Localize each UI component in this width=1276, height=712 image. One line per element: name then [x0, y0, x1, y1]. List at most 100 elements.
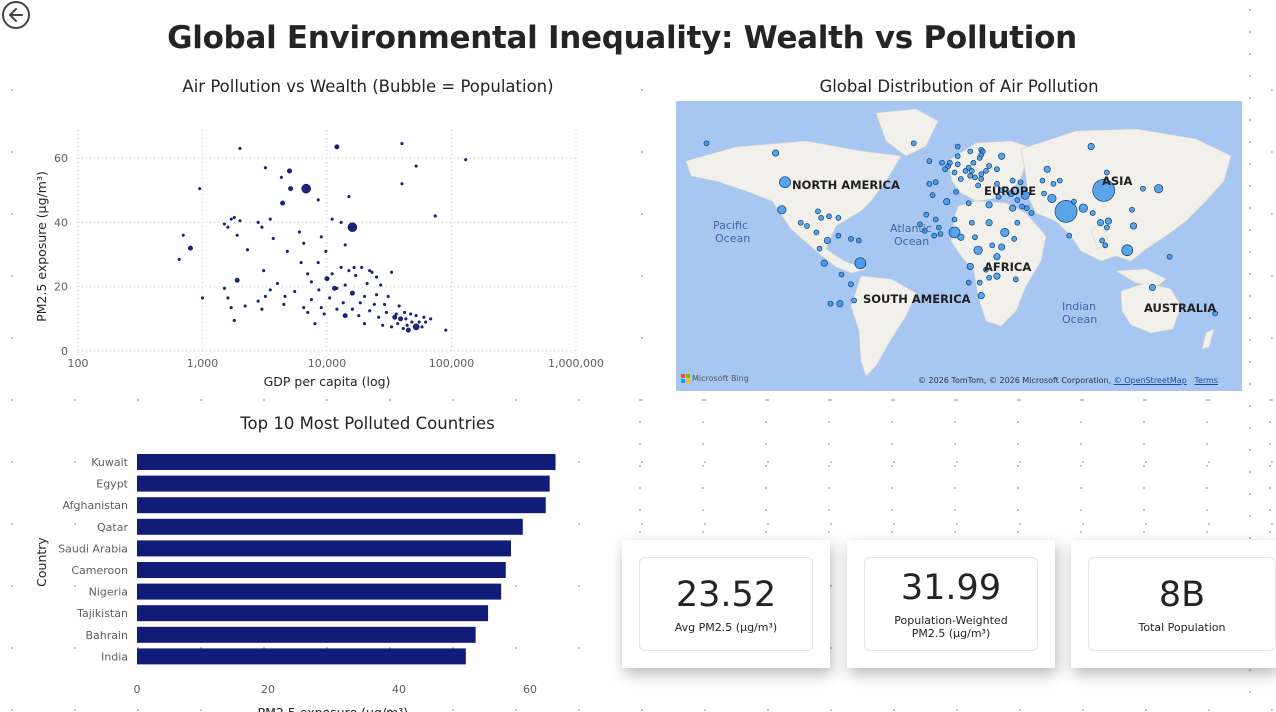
- scatter-point[interactable]: [283, 294, 287, 298]
- scatter-point[interactable]: [368, 309, 372, 313]
- bar[interactable]: [137, 648, 466, 665]
- scatter-point[interactable]: [181, 233, 185, 237]
- scatter-point[interactable]: [309, 297, 314, 302]
- terms-link[interactable]: Terms: [1194, 376, 1218, 385]
- scatter-point[interactable]: [368, 269, 372, 273]
- scatter-point[interactable]: [362, 322, 367, 326]
- scatter-point[interactable]: [374, 275, 379, 279]
- scatter-point[interactable]: [389, 325, 394, 329]
- map-bubble[interactable]: [972, 234, 978, 241]
- map-bubble[interactable]: [968, 168, 975, 174]
- scatter-point[interactable]: [235, 233, 239, 237]
- scatter-point[interactable]: [401, 326, 405, 331]
- map-bubble[interactable]: [972, 174, 978, 181]
- scatter-point[interactable]: [396, 322, 400, 326]
- scatter-point[interactable]: [424, 320, 428, 324]
- scatter-point[interactable]: [317, 288, 321, 292]
- scatter-point[interactable]: [285, 249, 289, 253]
- bar[interactable]: [137, 605, 489, 622]
- scatter-point[interactable]: [402, 310, 407, 315]
- map-bubble[interactable]: [1078, 203, 1088, 213]
- map-bubble[interactable]: [1041, 190, 1047, 197]
- scatter-point[interactable]: [200, 296, 205, 300]
- map-bubble[interactable]: [1099, 237, 1105, 244]
- scatter-point[interactable]: [417, 320, 421, 324]
- map-bubble[interactable]: [977, 292, 985, 300]
- scatter-point[interactable]: [330, 272, 334, 276]
- scatter-point[interactable]: [256, 299, 260, 303]
- map-bubble[interactable]: [855, 237, 862, 244]
- map-bubble[interactable]: [1104, 169, 1110, 176]
- scatter-point[interactable]: [229, 217, 233, 221]
- map-bubble[interactable]: [979, 148, 986, 155]
- scatter-point[interactable]: [316, 198, 320, 202]
- map-bubble[interactable]: [1047, 193, 1057, 203]
- map-bubble[interactable]: [848, 236, 854, 242]
- scatter-point[interactable]: [389, 270, 394, 274]
- scatter-point[interactable]: [354, 273, 358, 278]
- map-bubble[interactable]: [1028, 210, 1035, 216]
- scatter-point[interactable]: [347, 269, 351, 273]
- map-bubble[interactable]: [975, 182, 981, 189]
- scatter-point[interactable]: [360, 265, 364, 269]
- map-bubble[interactable]: [965, 200, 972, 207]
- bar[interactable]: [137, 454, 556, 470]
- scatter-point[interactable]: [263, 166, 267, 170]
- scatter-point[interactable]: [392, 314, 398, 320]
- map-bubble[interactable]: [835, 214, 842, 221]
- scatter-point[interactable]: [409, 312, 413, 316]
- scatter-chart[interactable]: 100 1,000 10,000 100,000 1,000,000 0 20 40 60 GDP…: [0, 100, 640, 400]
- scatter-point[interactable]: [263, 294, 267, 298]
- scatter-point[interactable]: [370, 270, 374, 274]
- scatter-point[interactable]: [397, 304, 401, 308]
- map-bubble[interactable]: [986, 274, 992, 281]
- back-button[interactable]: [2, 1, 30, 29]
- map-bubble[interactable]: [966, 262, 974, 270]
- scatter-point[interactable]: [322, 312, 326, 316]
- map-bubble[interactable]: [835, 232, 842, 239]
- map-bubble[interactable]: [936, 224, 942, 231]
- map-bubble[interactable]: [986, 163, 992, 169]
- map-bubble[interactable]: [1071, 198, 1077, 205]
- scatter-point[interactable]: [301, 183, 311, 194]
- map-bubble[interactable]: [1014, 219, 1021, 226]
- scatter-point[interactable]: [232, 318, 236, 323]
- scatter-point[interactable]: [313, 322, 317, 326]
- map-bubble[interactable]: [1104, 217, 1112, 225]
- scatter-point[interactable]: [339, 220, 343, 224]
- map-bubble[interactable]: [910, 140, 917, 147]
- map-bubble[interactable]: [993, 253, 1001, 261]
- scatter-point[interactable]: [316, 260, 320, 265]
- map-bubble[interactable]: [1056, 177, 1063, 184]
- map-bubble[interactable]: [967, 172, 974, 179]
- scatter-point[interactable]: [362, 294, 367, 298]
- map-bubble[interactable]: [978, 176, 985, 182]
- scatter-point[interactable]: [288, 186, 294, 192]
- map-bubble[interactable]: [1148, 283, 1156, 292]
- scatter-point[interactable]: [319, 305, 323, 310]
- scatter-point[interactable]: [349, 290, 355, 296]
- scatter-point[interactable]: [365, 281, 369, 286]
- map-bubble[interactable]: [973, 245, 983, 255]
- map-bubble[interactable]: [983, 266, 989, 273]
- scatter-point[interactable]: [324, 249, 328, 253]
- scatter-point[interactable]: [422, 315, 426, 319]
- map-bubble[interactable]: [954, 161, 961, 168]
- scatter-point[interactable]: [343, 243, 347, 247]
- map-bubble[interactable]: [1020, 190, 1030, 200]
- map-bubble[interactable]: [804, 223, 810, 229]
- map-bubble[interactable]: [931, 232, 937, 239]
- map-bubble[interactable]: [948, 226, 961, 239]
- scatter-point[interactable]: [372, 302, 376, 306]
- map-bubble[interactable]: [779, 176, 791, 189]
- scatter-point[interactable]: [302, 241, 306, 245]
- scatter-point[interactable]: [324, 276, 330, 282]
- map-bubble[interactable]: [994, 166, 1000, 173]
- map-bubble[interactable]: [826, 213, 832, 220]
- map-bubble[interactable]: [1000, 227, 1010, 237]
- map-bubble[interactable]: [1019, 203, 1025, 210]
- scatter-point[interactable]: [342, 313, 348, 319]
- map-bubble[interactable]: [815, 208, 821, 215]
- map-bubble[interactable]: [947, 159, 953, 166]
- map-bubble[interactable]: [921, 227, 928, 234]
